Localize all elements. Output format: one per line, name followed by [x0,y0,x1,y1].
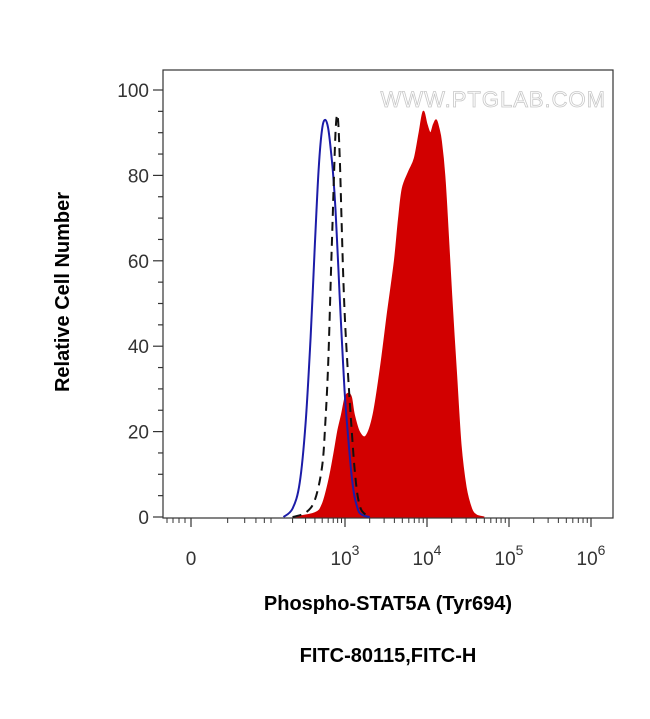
x-tick-label: 103 [331,542,360,570]
y-axis-title: Relative Cell Number [52,192,74,392]
x-tick-label: 104 [413,542,442,570]
series-3-dashed-line [292,113,371,518]
x-axis: 0 103 104 105 106 [166,518,606,570]
y-tick-label: 80 [128,166,149,187]
series-layer [282,110,485,518]
parameter-label: FITC-80115,FITC-H [300,645,477,667]
y-tick-label: 40 [128,337,149,358]
x-axis-title: Phospho-STAT5A (Tyr694) [264,593,512,615]
series-1-filled [292,110,485,518]
series-2-solid-line [282,118,370,518]
y-tick-label: 0 [138,508,149,529]
y-axis: 0 20 40 60 80 100 [117,81,163,529]
x-tick-label: 106 [577,542,606,570]
x-tick-label: 0 [186,549,197,570]
y-tick-label: 60 [128,252,149,273]
y-tick-label: 100 [117,81,149,102]
y-tick-label: 20 [128,423,149,444]
x-tick-label: 105 [495,542,524,570]
watermark-text: WWW.PTGLAB.COM [381,87,606,112]
